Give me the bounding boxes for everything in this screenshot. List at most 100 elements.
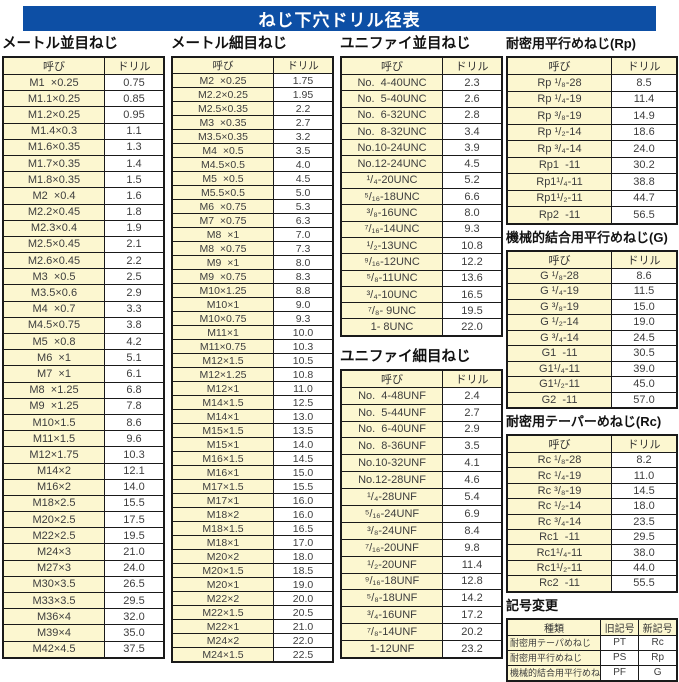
name-cell: M15×1.5	[171, 423, 274, 438]
value-cell: 10.8	[273, 367, 334, 382]
table-row: M6 ×0.75 5.3	[171, 199, 334, 214]
value-cell: 3.5	[273, 143, 334, 158]
name-cell: M15×1	[171, 437, 274, 452]
table-row: Rc1¹/₂-11 44.0	[506, 559, 678, 577]
table-row: M17×1 16.0	[171, 493, 334, 508]
table-row: M5.5×0.5 5.0	[171, 185, 334, 200]
column-metric-fine: メートル細目ねじ 呼び ドリル M2 ×0.25 1.75 M2.2×0.25 1.95 M…	[171, 36, 334, 663]
name-cell: Rp ¹/₄-19	[506, 90, 612, 108]
table-row: M9 ×0.75 8.3	[171, 269, 334, 284]
table-row: M20×1.5 18.5	[171, 563, 334, 578]
name-cell: ⁷/₈- 9UNC	[340, 302, 443, 320]
name-cell: No.10-24UNC	[340, 139, 443, 157]
table-row: M1.7×0.35 1.4	[2, 154, 165, 173]
table-row: Rp ¹/₈-28 8.5	[506, 74, 678, 92]
value-cell: 13.5	[273, 423, 334, 438]
name-cell: M2.5×0.45	[2, 235, 105, 254]
table-row: M1.1×0.25 0.85	[2, 90, 165, 108]
name-cell: 耐密用平行めねじ	[506, 649, 601, 666]
value-cell: 1.1	[104, 122, 165, 140]
value-cell: 9.6	[104, 430, 165, 448]
value-cell: 19.0	[611, 314, 678, 331]
name-cell: M7 ×0.75	[171, 213, 274, 228]
name-cell: M20×1.5	[171, 563, 274, 578]
name-cell: Rc ³/₄-14	[506, 513, 612, 530]
value-cell: 29.5	[104, 591, 165, 610]
table-row: Rp ¹/₄-19 11.4	[506, 90, 678, 108]
value-cell: 1.3	[104, 138, 165, 156]
name-cell: ³/₄-10UNC	[340, 285, 443, 304]
name-cell: M24×2	[171, 633, 274, 648]
name-cell: M1.2×0.25	[2, 106, 105, 124]
name-cell: M5.5×0.5	[171, 185, 274, 200]
value-cell: 2.4	[442, 386, 503, 405]
table-row: No.10-24UNC 3.9	[340, 139, 503, 157]
value-cell: 14.2	[442, 589, 503, 608]
table-row: No. 8-32UNC 3.4	[340, 122, 503, 141]
name-cell: G ¹/₄-19	[506, 283, 612, 300]
metric-fine-table: 呼び ドリル M2 ×0.25 1.75 M2.2×0.25 1.95 M2.5×0.35 2…	[171, 56, 334, 663]
value-cell: 18.0	[611, 498, 678, 515]
column-header: 呼び	[2, 56, 105, 75]
value-cell: 3.3	[104, 300, 165, 318]
section-title-rp: 耐密用平行めねじ(Rp)	[506, 36, 636, 51]
value-cell: 19.5	[442, 302, 503, 320]
value-cell: 2.7	[273, 115, 334, 130]
table-row: M8 ×1.25 6.8	[2, 381, 165, 399]
table-row: M30×3.5 26.5	[2, 575, 165, 594]
table-row: M22×1.5 20.5	[171, 605, 334, 620]
value-cell: 5.1	[104, 349, 165, 367]
table-row: ⁹/₁₆-12UNC 12.2	[340, 253, 503, 271]
column-header: 旧記号	[599, 618, 640, 636]
name-cell: Rp ¹/₂-14	[506, 123, 612, 141]
header-row: 呼び ドリル	[2, 56, 165, 75]
value-cell: 0.95	[104, 106, 165, 124]
value-cell: 11.0	[273, 381, 334, 396]
table-row: Rp1¹/₂-11 44.7	[506, 189, 678, 207]
name-cell: M18×1.5	[171, 521, 274, 536]
table-row: Rc ³/₈-19 14.5	[506, 482, 678, 500]
value-cell: 11.0	[611, 467, 678, 484]
column-header: ドリル	[611, 56, 678, 75]
table-row: M1.2×0.25 0.95	[2, 106, 165, 124]
value-cell: 12.1	[104, 462, 165, 480]
table-row: ³/₄-16UNF 17.2	[340, 606, 503, 625]
table-row: ⁷/₁₆-20UNF 9.8	[340, 538, 503, 557]
value-cell: 2.6	[442, 90, 503, 108]
name-cell: M10×0.75	[171, 311, 274, 326]
table-row: M1.8×0.35 1.5	[2, 171, 165, 189]
name-cell: Rp2 -11	[506, 206, 612, 224]
name-cell: M14×1	[171, 409, 274, 424]
value-cell: 2.9	[104, 284, 165, 302]
value-cell: 7.0	[273, 227, 334, 242]
table-row: M12×1 11.0	[171, 381, 334, 396]
name-cell: M8 ×1.25	[2, 381, 105, 399]
table-row: M12×1.5 10.5	[171, 353, 334, 368]
value-cell: 6.3	[273, 213, 334, 228]
value-cell: 10.3	[273, 339, 334, 354]
name-cell: M27×3	[2, 559, 105, 577]
name-cell: M16×1	[171, 465, 274, 480]
table-row: M16×1 15.0	[171, 465, 334, 480]
name-cell: No.10-32UNF	[340, 454, 443, 473]
table-row: Rc ¹/₄-19 11.0	[506, 467, 678, 484]
name-cell: M3 ×0.5	[2, 268, 105, 286]
table-row: Rp ¹/₂-14 18.6	[506, 123, 678, 141]
table-row: ³/₈-24UNF 8.4	[340, 521, 503, 540]
unified-fine-table: 呼び ドリル No. 4-48UNF 2.4 No. 5-44UNF 2.7 No. 6-4…	[340, 368, 503, 659]
value-cell: 8.0	[273, 255, 334, 270]
name-cell: M30×3.5	[2, 575, 105, 594]
value-cell: 35.0	[104, 624, 165, 642]
value-cell: 10.8	[442, 236, 503, 255]
value-cell: 17.2	[442, 606, 503, 625]
table-row: M39×4 35.0	[2, 624, 165, 642]
value-cell: 37.5	[104, 640, 165, 659]
name-cell: M2 ×0.4	[2, 187, 105, 205]
table-row: M7 ×1 6.1	[2, 365, 165, 383]
value-cell: 20.5	[273, 605, 334, 620]
table-row: 1- 8UNC 22.0	[340, 318, 503, 337]
value-cell: 14.9	[611, 107, 678, 125]
name-cell: ⁵/₈-11UNC	[340, 269, 443, 287]
value-cell: 4.1	[442, 454, 503, 473]
table-row: M17×1.5 15.5	[171, 479, 334, 494]
